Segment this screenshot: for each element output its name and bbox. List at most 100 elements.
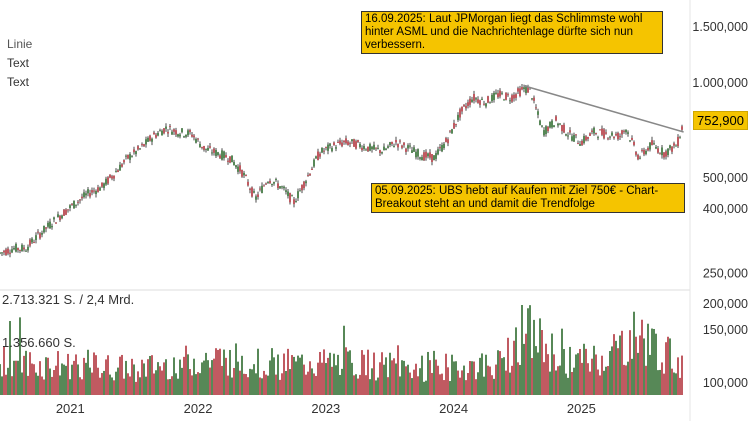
candle-body <box>165 126 167 129</box>
candle-body <box>643 149 645 155</box>
candle-body <box>521 87 523 90</box>
candle-body <box>459 109 461 118</box>
candle-body <box>419 157 421 159</box>
candle-body <box>343 140 345 143</box>
volume-bar <box>561 328 563 395</box>
candle-body <box>623 130 625 132</box>
candle-body <box>405 148 407 152</box>
candle-body <box>675 145 677 147</box>
candle-body <box>251 187 253 197</box>
candle-body <box>451 129 453 134</box>
candle-body <box>355 141 357 149</box>
volume-bar <box>71 364 73 395</box>
candle-body <box>637 155 639 160</box>
volume-bar <box>201 362 203 395</box>
volume-bar <box>549 371 551 395</box>
menu-item-text[interactable]: Text <box>7 56 30 70</box>
volume-bar <box>381 352 383 395</box>
volume-bar <box>205 352 207 395</box>
candle-body <box>29 239 31 246</box>
candle-body <box>15 243 17 252</box>
volume-bar <box>583 343 585 395</box>
volume-bar <box>229 349 231 395</box>
candle-body <box>239 165 241 172</box>
volume-bar <box>547 354 549 395</box>
volume-bar <box>121 354 123 395</box>
volume-bar <box>591 358 593 395</box>
candle-body <box>59 215 61 221</box>
candle-body <box>147 137 149 142</box>
menu-item-linie[interactable]: Linie <box>7 37 33 51</box>
candle-body <box>155 134 157 138</box>
volume-bar <box>367 349 369 395</box>
volume-bar <box>327 357 329 395</box>
volume-bar <box>217 349 219 395</box>
volume-bar <box>37 375 39 395</box>
axis-tick-label: 1.000,000 <box>692 76 748 90</box>
volume-bar <box>227 375 229 395</box>
volume-bar <box>307 371 309 395</box>
volume-bar <box>529 305 531 395</box>
candle-body <box>261 185 263 193</box>
volume-bar <box>617 348 619 395</box>
candle-body <box>605 132 607 134</box>
volume-bar <box>543 362 545 395</box>
menu-item-text-2[interactable]: Text <box>7 75 30 89</box>
candle-body <box>203 146 205 150</box>
candle-body <box>263 185 265 187</box>
candle-body <box>27 246 29 251</box>
volume-bar <box>319 351 321 395</box>
volume-bar <box>223 349 225 395</box>
candle-body <box>373 144 375 150</box>
candle-body <box>137 146 139 150</box>
axis-tick-label: 100,000 <box>703 376 748 390</box>
candle-body <box>483 103 485 105</box>
candle-body <box>219 155 221 159</box>
volume-bar <box>675 373 677 395</box>
candle-body <box>385 148 387 150</box>
volume-bar <box>489 366 491 395</box>
volume-bar <box>431 372 433 395</box>
candle-body <box>89 193 91 197</box>
annotation-ubs: 05.09.2025: UBS hebt auf Kaufen mit Ziel… <box>371 183 685 213</box>
candle-body <box>17 248 19 251</box>
volume-bar <box>587 363 589 395</box>
volume-bar <box>523 343 525 395</box>
volume-bar <box>25 350 27 395</box>
volume-bar <box>257 348 259 395</box>
axis-tick-label: 250,000 <box>703 267 748 281</box>
candle-body <box>225 155 227 158</box>
volume-bar <box>361 350 363 395</box>
x-tick-label: 2021 <box>56 401 85 416</box>
candle-body <box>411 150 413 153</box>
candle-body <box>243 172 245 176</box>
candle-body <box>241 169 243 177</box>
volume-bar <box>377 377 379 395</box>
volume-bar <box>467 372 469 395</box>
volume-bar <box>9 321 11 395</box>
candle-body <box>33 242 35 244</box>
volume-bar <box>277 354 279 395</box>
candle-body <box>277 183 279 189</box>
candle-body <box>141 144 143 146</box>
candle-body <box>217 152 219 155</box>
volume-bar <box>245 373 247 395</box>
annotation-jpmorgan: 16.09.2025: Laut JPMorgan liegt das Schl… <box>361 11 663 54</box>
volume-bar <box>171 376 173 395</box>
volume-bar <box>553 354 555 395</box>
volume-bar <box>469 361 471 395</box>
volume-bar <box>401 360 403 395</box>
volume-bar <box>169 379 171 395</box>
candle-body <box>187 130 189 136</box>
candle-body <box>71 203 73 205</box>
volume-bar <box>339 374 341 395</box>
candle-body <box>257 194 259 197</box>
candle-body <box>283 186 285 189</box>
candle-body <box>543 130 545 136</box>
volume-bar <box>253 364 255 395</box>
candle-body <box>467 102 469 107</box>
volume-bar <box>301 354 303 395</box>
volume-bar <box>113 380 115 395</box>
candle-body <box>195 138 197 143</box>
volume-bar <box>613 334 615 395</box>
